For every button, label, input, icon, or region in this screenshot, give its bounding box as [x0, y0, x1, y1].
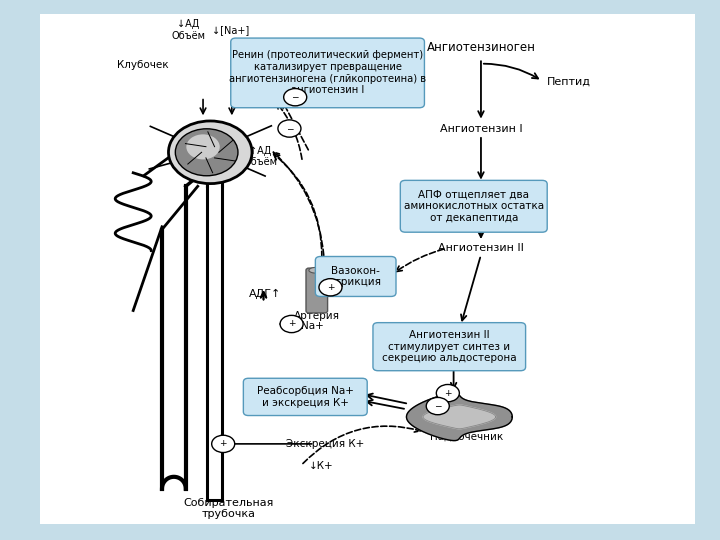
Text: −: −	[286, 124, 293, 133]
Circle shape	[168, 121, 252, 184]
FancyBboxPatch shape	[243, 378, 367, 416]
Circle shape	[426, 397, 449, 415]
Polygon shape	[407, 393, 512, 441]
Text: АДГ↑: АДГ↑	[249, 289, 281, 299]
Text: АПФ отщепляет два
аминокислотных остатка
от декапептида: АПФ отщепляет два аминокислотных остатка…	[404, 190, 544, 223]
FancyBboxPatch shape	[315, 256, 396, 296]
Circle shape	[319, 279, 342, 296]
Text: ↓К+: ↓К+	[309, 461, 333, 470]
Text: Ренин (протеолитический фермент)
катализирует превращение
ангиотензиногена (глйк: Ренин (протеолитический фермент) катализ…	[229, 51, 426, 95]
Polygon shape	[423, 405, 495, 429]
Text: +: +	[220, 440, 227, 448]
Circle shape	[284, 89, 307, 106]
Text: Экскреция К+: Экскреция К+	[287, 439, 364, 449]
Circle shape	[436, 384, 459, 402]
Text: Альдостарон: Альдостарон	[423, 407, 495, 416]
Text: Надпочечник: Надпочечник	[430, 431, 503, 441]
Circle shape	[176, 129, 238, 176]
Text: Ренин: Ренин	[259, 91, 292, 101]
Circle shape	[186, 134, 220, 159]
Circle shape	[212, 435, 235, 453]
Text: Клубочек: Клубочек	[117, 60, 168, 70]
Text: Ангиотензин I: Ангиотензин I	[440, 124, 522, 133]
Circle shape	[278, 120, 301, 137]
Text: Собирательная
трубочка: Собирательная трубочка	[184, 498, 274, 519]
Text: Вазокон-
стрикция: Вазокон- стрикция	[330, 266, 382, 287]
Circle shape	[280, 315, 303, 333]
Text: +: +	[444, 389, 451, 397]
Text: Реабсорбция Na+
и экскреция К+: Реабсорбция Na+ и экскреция К+	[257, 386, 354, 408]
Text: Пептид: Пептид	[547, 77, 591, 87]
Text: Ангиотензин II
стимулирует синтез и
секрецию альдостерона: Ангиотензин II стимулирует синтез и секр…	[382, 330, 516, 363]
Text: +: +	[327, 283, 334, 292]
FancyBboxPatch shape	[40, 14, 695, 524]
Text: −: −	[292, 93, 299, 102]
Text: ↑АД
Объём: ↑АД Объём	[243, 146, 278, 167]
Text: −: −	[434, 402, 441, 410]
Text: +: +	[288, 320, 295, 328]
FancyBboxPatch shape	[306, 268, 328, 313]
FancyBboxPatch shape	[230, 38, 425, 108]
FancyBboxPatch shape	[400, 180, 547, 232]
Text: Ангиотензиноген: Ангиотензиноген	[426, 41, 536, 54]
Ellipse shape	[309, 267, 325, 273]
Text: Артерия: Артерия	[294, 311, 340, 321]
Text: ↓[Na+]: ↓[Na+]	[212, 25, 249, 35]
Text: Na+: Na+	[301, 321, 324, 331]
Text: ↓АД
Объём: ↓АД Объём	[171, 19, 206, 41]
Text: Ангиотензин II: Ангиотензин II	[438, 244, 524, 253]
FancyBboxPatch shape	[373, 322, 526, 370]
